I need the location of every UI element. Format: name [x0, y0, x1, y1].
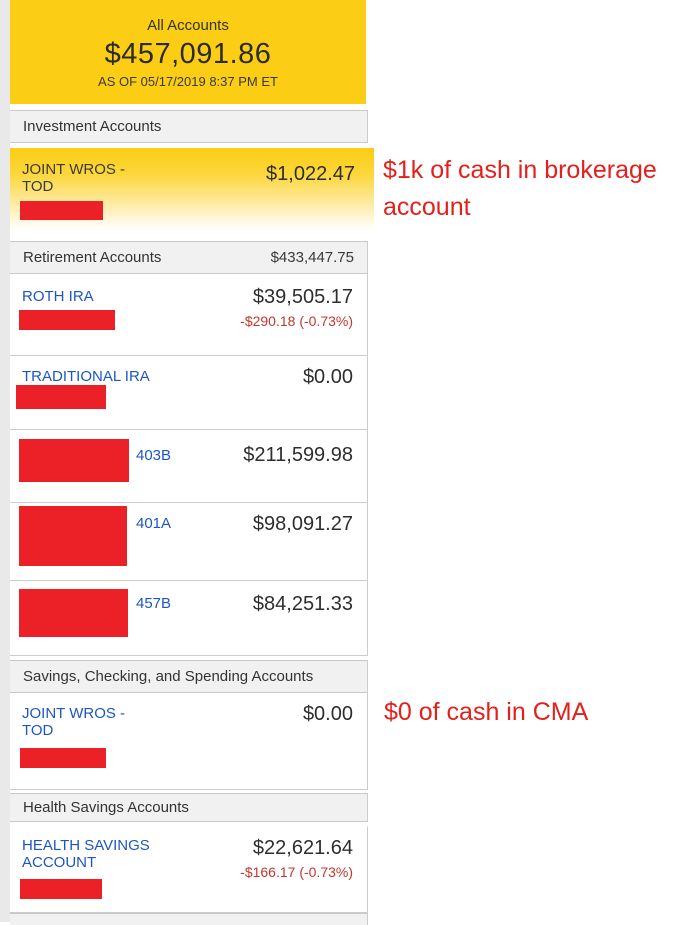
account-link[interactable]: TRADITIONAL IRA [22, 368, 150, 385]
account-row-joint-wros-tod-cma[interactable]: JOINT WROS - TOD $0.00 [10, 693, 368, 790]
account-row-403b[interactable]: 403B $211,599.98 [10, 430, 368, 503]
section-bar-health-savings: Health Savings Accounts [10, 793, 368, 822]
redaction-box [20, 201, 103, 220]
section-label: Investment Accounts [23, 118, 162, 135]
account-balance: $0.00 [302, 366, 353, 388]
section-bar-savings: Savings, Checking, and Spending Accounts [10, 660, 368, 693]
section-bar-retirement: Retirement Accounts $433,447.75 [10, 241, 368, 274]
account-balance: $39,505.17 [252, 286, 353, 308]
account-link[interactable]: HEALTH SAVINGS ACCOUNT [22, 837, 150, 871]
accounts-panel: All Accounts $457,091.86 AS OF 05/17/201… [10, 0, 374, 925]
account-balance: $211,599.98 [243, 444, 353, 466]
account-row-401a[interactable]: 401A $98,091.27 [10, 503, 368, 581]
account-link[interactable]: 401A [136, 515, 172, 532]
account-name[interactable]: JOINT WROS - TOD [22, 161, 126, 195]
redaction-box [19, 506, 127, 566]
account-link[interactable]: JOINT WROS - TOD [22, 705, 126, 739]
section-bar-partial [10, 913, 368, 925]
account-balance: $22,621.64 [252, 837, 353, 859]
redaction-box [19, 589, 128, 637]
section-label: Retirement Accounts [23, 249, 162, 266]
account-row-joint-wros-tod-brokerage[interactable]: JOINT WROS - TOD $1,022.47 [10, 148, 374, 230]
account-row-457b[interactable]: 457B $84,251.33 [10, 581, 368, 656]
account-change: -$290.18 (-0.73%) [240, 313, 353, 329]
account-link[interactable]: 457B [136, 595, 172, 612]
all-accounts-header[interactable]: All Accounts $457,091.86 AS OF 05/17/201… [10, 0, 366, 104]
redaction-box [19, 439, 129, 482]
account-row-roth-ira[interactable]: ROTH IRA $39,505.17 -$290.18 (-0.73%) [10, 274, 368, 356]
account-row-traditional-ira[interactable]: TRADITIONAL IRA $0.00 [10, 356, 368, 430]
account-change: -$166.17 (-0.73%) [240, 864, 353, 880]
account-balance: $98,091.27 [252, 513, 353, 535]
as-of-timestamp: AS OF 05/17/2019 8:37 PM ET [98, 74, 278, 89]
section-amount: $433,447.75 [270, 249, 354, 266]
redaction-box [20, 748, 106, 768]
account-balance: $84,251.33 [252, 593, 353, 615]
account-link[interactable]: 403B [136, 447, 172, 464]
account-link[interactable]: ROTH IRA [22, 288, 94, 305]
all-accounts-total: $457,091.86 [104, 38, 272, 70]
account-balance: $1,022.47 [266, 163, 355, 185]
redaction-box [20, 879, 102, 899]
section-bar-investment: Investment Accounts [10, 110, 368, 143]
section-label: Health Savings Accounts [23, 799, 189, 816]
annotation-brokerage-cash: $1k of cash in brokerage account [383, 156, 657, 221]
redaction-box [19, 310, 115, 330]
annotation-cma-cash: $0 of cash in CMA [384, 698, 589, 726]
account-balance: $0.00 [302, 703, 353, 725]
redaction-box [16, 385, 106, 409]
all-accounts-title: All Accounts [147, 17, 229, 34]
page-left-margin [0, 0, 10, 922]
account-row-health-savings[interactable]: HEALTH SAVINGS ACCOUNT $22,621.64 -$166.… [10, 826, 368, 913]
section-label: Savings, Checking, and Spending Accounts [23, 668, 314, 685]
